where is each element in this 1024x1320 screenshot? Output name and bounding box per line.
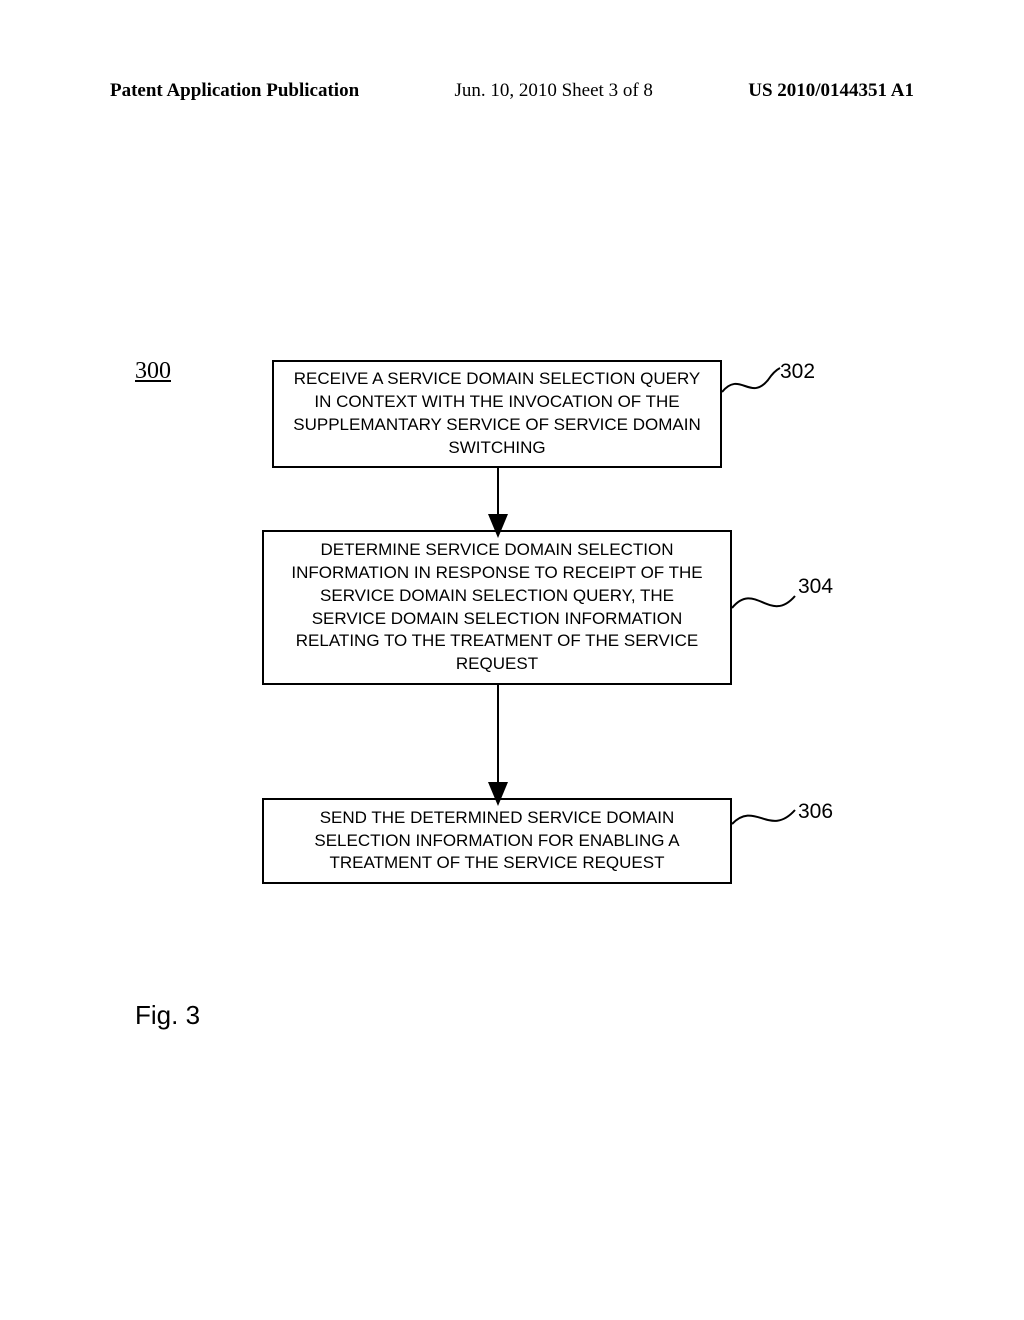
flow-box-306: SEND THE DETERMINED SERVICE DOMAIN SELEC… [262, 798, 732, 884]
ref-302: 302 [780, 360, 815, 384]
ref-306: 306 [798, 800, 833, 824]
flow-box-304: DETERMINE SERVICE DOMAIN SELECTION INFOR… [262, 530, 732, 685]
ref-304: 304 [798, 575, 833, 599]
page-header: Patent Application Publication Jun. 10, … [0, 80, 1024, 102]
flow-box-302: RECEIVE A SERVICE DOMAIN SELECTION QUERY… [272, 360, 722, 468]
figure-label: Fig. 3 [135, 1000, 200, 1031]
header-mid: Jun. 10, 2010 Sheet 3 of 8 [454, 80, 652, 102]
flow-box-304-text: DETERMINE SERVICE DOMAIN SELECTION INFOR… [282, 539, 712, 677]
header-left: Patent Application Publication [110, 80, 359, 102]
flow-box-306-text: SEND THE DETERMINED SERVICE DOMAIN SELEC… [282, 807, 712, 876]
figure-number: 300 [135, 358, 171, 385]
header-right: US 2010/0144351 A1 [748, 80, 914, 102]
flow-box-302-text: RECEIVE A SERVICE DOMAIN SELECTION QUERY… [292, 368, 702, 460]
